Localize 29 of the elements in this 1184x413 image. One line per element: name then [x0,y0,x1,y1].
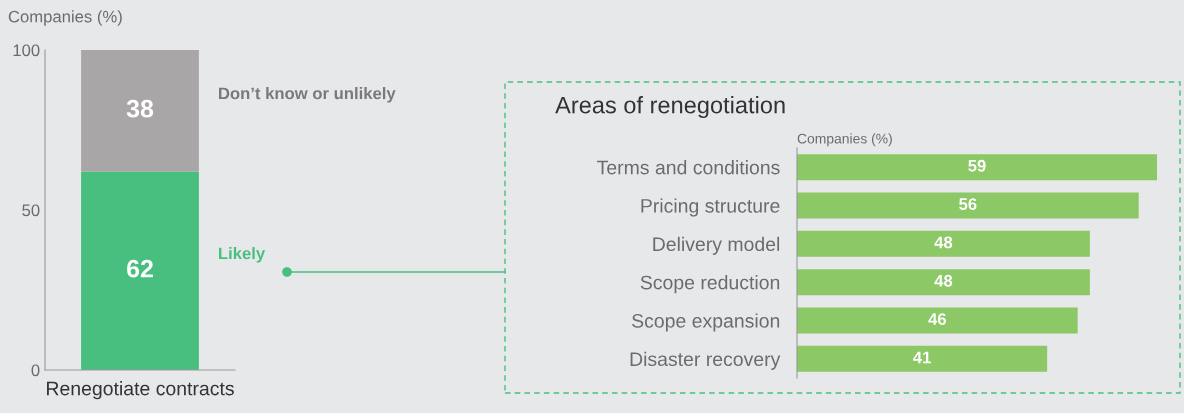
y-tick-label: Pricing structure [641,198,780,217]
bar [797,192,1139,219]
x-axis-title: Companies (%) [797,133,892,147]
bar [797,154,1157,181]
bar [797,345,1048,372]
y-tick-label: Disaster recovery [630,351,781,370]
bar [797,269,1090,296]
y-tick-label: Terms and conditions [597,160,780,175]
data-label: 59 [968,159,986,172]
data-label: 38 [126,99,154,118]
data-label: 56 [959,198,977,210]
data-label: 46 [928,313,947,325]
bar [797,307,1078,334]
data-label: 62 [127,259,153,278]
x-tick-label: Renegotiate contracts [47,381,234,400]
series-label: Don’t know or unlikely [219,87,396,103]
y-tick-label: Scope reduction [640,275,780,294]
data-label: 48 [934,236,953,249]
chart-title: Areas of renegotiation [555,96,785,119]
y-tick-label: 0 [31,364,40,377]
y-tick-label: Delivery model [653,236,780,255]
y-tick-label: Scope expansion [632,313,780,332]
data-label: 48 [934,274,953,287]
data-label: 41 [913,351,931,364]
y-axis-title: Companies (%) [8,10,122,26]
series-label: Likely [219,247,266,263]
y-tick-label: 100 [13,44,40,57]
y-tick-label: 50 [22,204,40,217]
bar [797,230,1090,257]
